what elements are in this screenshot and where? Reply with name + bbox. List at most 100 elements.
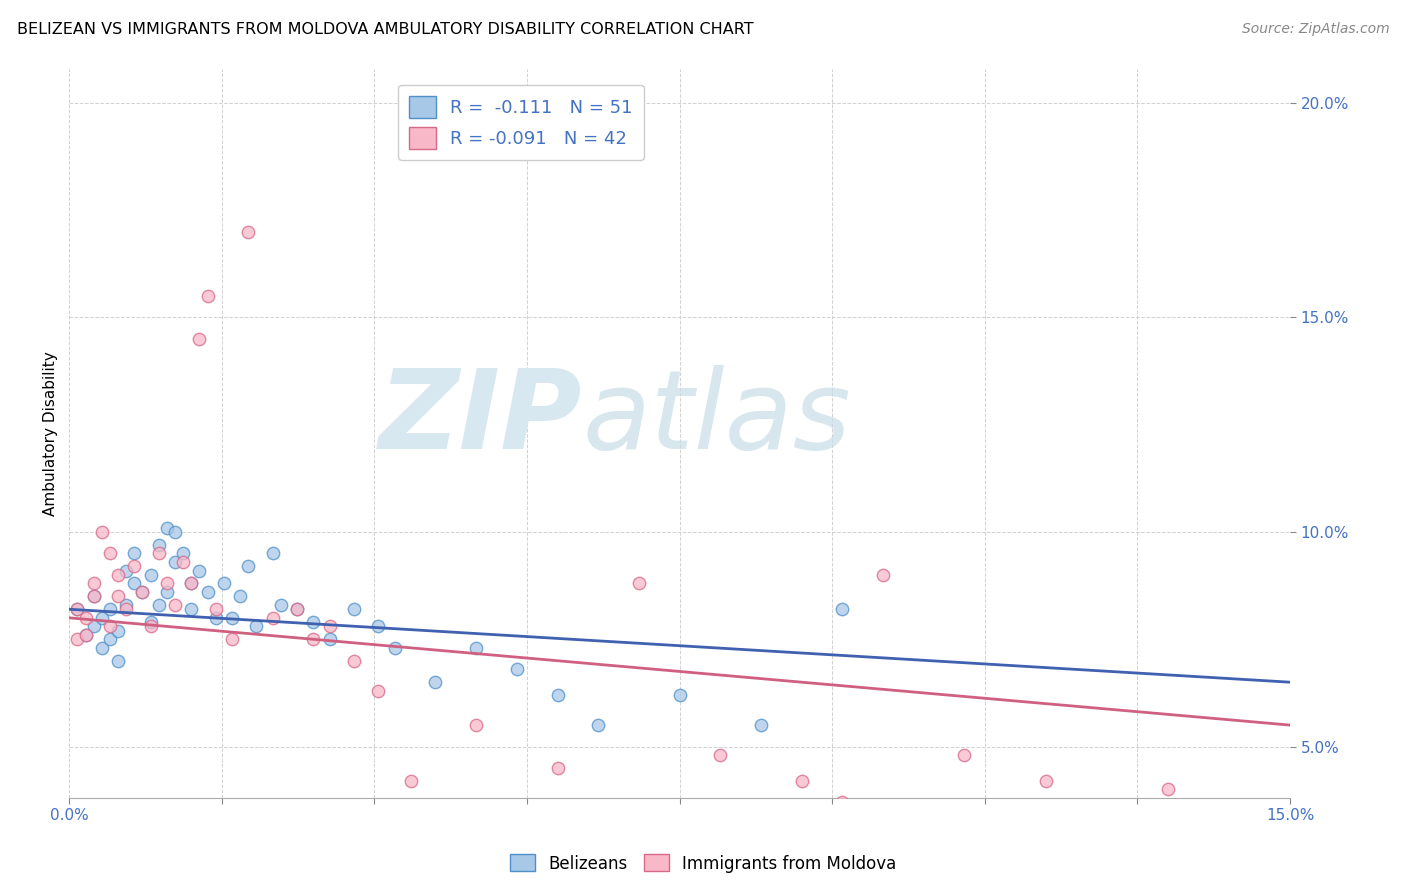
Point	[163, 598, 186, 612]
Point	[872, 568, 894, 582]
Point	[188, 564, 211, 578]
Point	[229, 590, 252, 604]
Point	[506, 662, 529, 676]
Point	[197, 289, 219, 303]
Point	[245, 619, 267, 633]
Point	[749, 718, 772, 732]
Point	[98, 619, 121, 633]
Point	[163, 555, 186, 569]
Point	[98, 602, 121, 616]
Point	[180, 576, 202, 591]
Point	[302, 615, 325, 629]
Point	[221, 632, 243, 647]
Point	[107, 568, 129, 582]
Point	[790, 773, 813, 788]
Point	[547, 761, 569, 775]
Point	[465, 718, 488, 732]
Text: ZIP: ZIP	[378, 365, 582, 472]
Point	[343, 602, 366, 616]
Point	[83, 590, 105, 604]
Point	[139, 615, 162, 629]
Point	[367, 683, 389, 698]
Point	[75, 628, 97, 642]
Point	[90, 611, 112, 625]
Point	[709, 748, 731, 763]
Point	[66, 632, 89, 647]
Point	[586, 718, 609, 732]
Point	[83, 590, 105, 604]
Point	[115, 602, 138, 616]
Point	[83, 619, 105, 633]
Point	[124, 559, 146, 574]
Point	[98, 632, 121, 647]
Point	[131, 585, 153, 599]
Point	[547, 688, 569, 702]
Text: atlas: atlas	[582, 365, 851, 472]
Point	[148, 538, 170, 552]
Point	[66, 602, 89, 616]
Point	[83, 576, 105, 591]
Text: BELIZEAN VS IMMIGRANTS FROM MOLDOVA AMBULATORY DISABILITY CORRELATION CHART: BELIZEAN VS IMMIGRANTS FROM MOLDOVA AMBU…	[17, 22, 754, 37]
Point	[197, 585, 219, 599]
Point	[75, 611, 97, 625]
Point	[831, 602, 853, 616]
Point	[107, 590, 129, 604]
Point	[124, 546, 146, 560]
Point	[163, 524, 186, 539]
Point	[172, 546, 194, 560]
Point	[98, 546, 121, 560]
Point	[156, 576, 179, 591]
Point	[302, 632, 325, 647]
Point	[343, 654, 366, 668]
Point	[148, 546, 170, 560]
Point	[318, 619, 340, 633]
Point	[1076, 847, 1098, 861]
Point	[399, 773, 422, 788]
Point	[66, 602, 89, 616]
Legend: R =  -0.111   N = 51, R = -0.091   N = 42: R = -0.111 N = 51, R = -0.091 N = 42	[398, 85, 644, 160]
Point	[238, 225, 260, 239]
Legend: Belizeans, Immigrants from Moldova: Belizeans, Immigrants from Moldova	[503, 847, 903, 880]
Point	[425, 675, 447, 690]
Point	[75, 628, 97, 642]
Point	[465, 640, 488, 655]
Point	[172, 555, 194, 569]
Point	[107, 624, 129, 638]
Point	[285, 602, 308, 616]
Point	[831, 796, 853, 810]
Point	[212, 576, 235, 591]
Point	[156, 585, 179, 599]
Point	[115, 598, 138, 612]
Point	[1157, 782, 1180, 797]
Point	[115, 564, 138, 578]
Point	[124, 576, 146, 591]
Point	[188, 332, 211, 346]
Point	[367, 619, 389, 633]
Point	[270, 598, 292, 612]
Point	[204, 611, 226, 625]
Point	[90, 524, 112, 539]
Point	[204, 602, 226, 616]
Point	[139, 568, 162, 582]
Point	[953, 748, 976, 763]
Point	[318, 632, 340, 647]
Point	[131, 585, 153, 599]
Point	[156, 521, 179, 535]
Point	[139, 619, 162, 633]
Point	[180, 576, 202, 591]
Point	[107, 654, 129, 668]
Point	[180, 602, 202, 616]
Point	[285, 602, 308, 616]
Point	[384, 640, 406, 655]
Point	[668, 688, 690, 702]
Text: Source: ZipAtlas.com: Source: ZipAtlas.com	[1241, 22, 1389, 37]
Point	[238, 559, 260, 574]
Point	[262, 546, 284, 560]
Point	[627, 576, 650, 591]
Point	[221, 611, 243, 625]
Point	[262, 611, 284, 625]
Point	[148, 598, 170, 612]
Y-axis label: Ambulatory Disability: Ambulatory Disability	[44, 351, 58, 516]
Point	[1035, 773, 1057, 788]
Point	[90, 640, 112, 655]
